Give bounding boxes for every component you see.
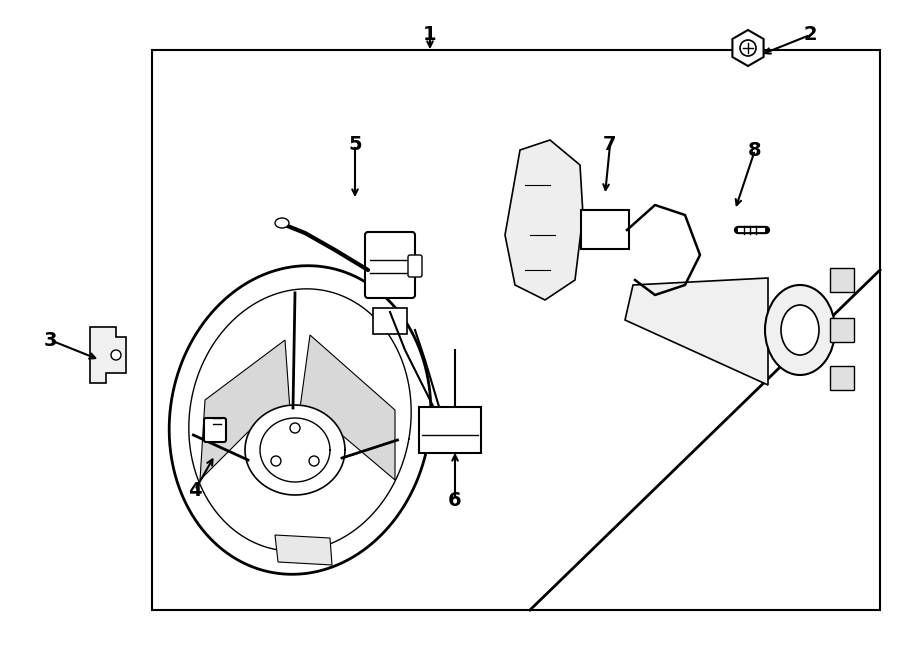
Circle shape <box>740 40 756 56</box>
Circle shape <box>309 456 320 466</box>
Circle shape <box>290 423 300 433</box>
FancyBboxPatch shape <box>408 255 422 277</box>
Polygon shape <box>90 327 126 383</box>
FancyBboxPatch shape <box>373 308 407 334</box>
Circle shape <box>111 350 121 360</box>
Polygon shape <box>625 278 768 385</box>
FancyBboxPatch shape <box>419 407 481 453</box>
Ellipse shape <box>275 218 289 228</box>
FancyBboxPatch shape <box>830 318 854 342</box>
Text: 8: 8 <box>748 141 761 159</box>
FancyBboxPatch shape <box>830 268 854 292</box>
Polygon shape <box>245 405 345 495</box>
Circle shape <box>271 456 281 466</box>
Polygon shape <box>275 535 332 565</box>
Polygon shape <box>300 335 395 480</box>
Text: 7: 7 <box>603 136 616 155</box>
FancyBboxPatch shape <box>204 418 226 442</box>
Text: 4: 4 <box>188 481 202 500</box>
Text: 5: 5 <box>348 136 362 155</box>
Bar <box>152 50 880 610</box>
Text: 6: 6 <box>448 490 462 510</box>
FancyBboxPatch shape <box>581 210 629 249</box>
Polygon shape <box>169 266 431 574</box>
FancyBboxPatch shape <box>830 366 854 390</box>
Ellipse shape <box>765 285 835 375</box>
FancyBboxPatch shape <box>365 232 415 298</box>
Ellipse shape <box>781 305 819 355</box>
Text: 1: 1 <box>423 26 436 44</box>
Polygon shape <box>733 30 763 66</box>
Text: 3: 3 <box>43 330 57 350</box>
Polygon shape <box>505 140 583 300</box>
Polygon shape <box>200 340 290 480</box>
Text: 2: 2 <box>803 26 817 44</box>
